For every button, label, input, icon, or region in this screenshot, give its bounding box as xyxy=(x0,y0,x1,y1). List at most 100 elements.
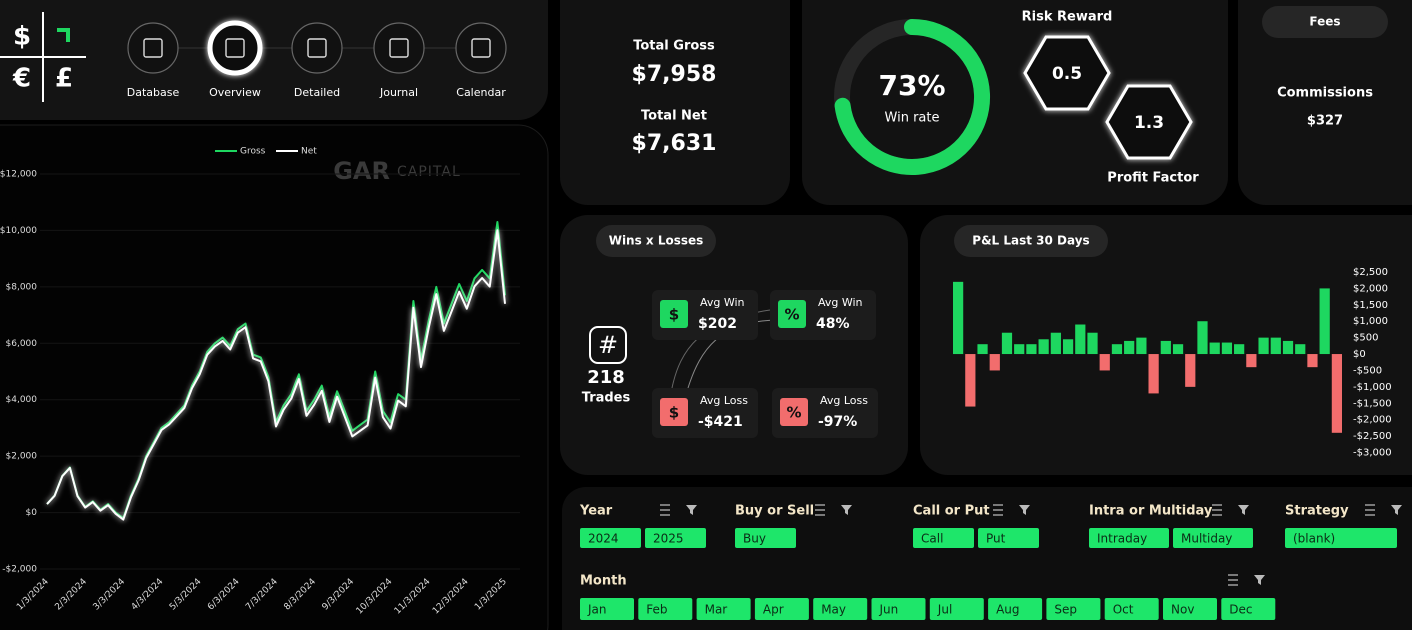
filter-icon xyxy=(1238,505,1249,515)
slicer-item[interactable] xyxy=(580,598,634,620)
y-tick-label: -$2,000 xyxy=(2,565,37,575)
slicer-item[interactable] xyxy=(645,528,706,548)
pnl-title: P&L Last 30 Days xyxy=(972,234,1089,248)
slicer-item[interactable] xyxy=(1089,528,1169,548)
y-tick-label: -$2,500 xyxy=(1353,431,1392,442)
slicer-item[interactable] xyxy=(754,598,809,620)
slicer-item[interactable] xyxy=(913,528,974,548)
bar xyxy=(965,354,976,407)
trades-label: Trades xyxy=(582,391,631,406)
slicer-item-label: Aug xyxy=(996,603,1019,617)
stat-icon-box xyxy=(660,398,688,426)
slicer-item[interactable] xyxy=(638,598,693,620)
slicer-item[interactable] xyxy=(1104,598,1159,620)
stat-icon-box xyxy=(780,398,808,426)
nav-icon xyxy=(143,38,163,58)
bar xyxy=(1209,342,1220,355)
slicer-item[interactable] xyxy=(978,528,1039,548)
bar xyxy=(953,281,964,355)
logo-symbol: £ xyxy=(55,64,73,94)
slicer-item-label: May xyxy=(821,603,846,617)
stat-icon: $ xyxy=(669,306,679,324)
watermark: CAPITAL xyxy=(397,164,461,180)
donut-value: 73% xyxy=(878,69,945,102)
commissions-label: Commissions xyxy=(1277,86,1373,101)
logo-symbol: € xyxy=(12,64,31,94)
slicer-item[interactable] xyxy=(1163,598,1217,620)
y-tick-label: $12,000 xyxy=(0,170,37,180)
nav-label: Database xyxy=(127,86,180,99)
slicer-title: Intra or Multiday xyxy=(1089,504,1213,519)
bar xyxy=(1307,354,1318,368)
filter-icon xyxy=(815,504,825,516)
bar xyxy=(1160,340,1171,355)
total-net-label: Total Net xyxy=(641,109,707,124)
trades-icon-box xyxy=(589,326,627,364)
y-tick-label: $0 xyxy=(1353,349,1366,360)
stat-value: -97% xyxy=(818,414,857,430)
bar xyxy=(1234,344,1245,355)
bar xyxy=(1295,344,1306,355)
y-tick-label: $2,000 xyxy=(6,452,38,462)
filter-icon xyxy=(841,505,852,515)
pill xyxy=(1262,6,1388,38)
stat-icon: $ xyxy=(669,404,679,422)
filter-icon xyxy=(686,505,697,515)
bar xyxy=(1014,344,1025,355)
bar xyxy=(1075,324,1086,355)
slicer-item[interactable] xyxy=(696,598,751,620)
slicer-item[interactable] xyxy=(1173,528,1253,548)
slicer-item[interactable] xyxy=(1285,528,1397,548)
slicer-item-label: Multiday xyxy=(1181,532,1232,546)
bar xyxy=(1111,344,1123,355)
filter-icon xyxy=(993,504,1003,516)
bar xyxy=(989,354,1000,371)
stat-value: $202 xyxy=(698,316,737,332)
slicer-item-label: 2025 xyxy=(653,532,684,546)
y-tick-label: $8,000 xyxy=(6,282,38,292)
nav-icon xyxy=(389,38,409,58)
slicer-item[interactable] xyxy=(1046,598,1101,620)
legend-label: Gross xyxy=(240,147,266,157)
pill xyxy=(954,225,1108,257)
bar xyxy=(1331,354,1342,433)
nav-button[interactable] xyxy=(455,22,507,74)
total-gross-label: Total Gross xyxy=(633,39,715,54)
trades-icon: # xyxy=(598,331,618,359)
slicer-item-label: Mar xyxy=(705,603,728,617)
nav-label: Overview xyxy=(209,86,261,99)
filter-icon xyxy=(1391,505,1402,515)
slicer-item[interactable] xyxy=(871,598,926,620)
slicer-item-label: Feb xyxy=(646,603,667,617)
filter-icon xyxy=(1212,504,1222,516)
slicer-item[interactable] xyxy=(580,528,641,548)
nav-button[interactable] xyxy=(373,22,425,74)
y-tick-label: $2,000 xyxy=(1353,283,1388,294)
slicer-item[interactable] xyxy=(929,598,984,620)
slicer-item[interactable] xyxy=(1221,598,1276,620)
y-tick-label: $0 xyxy=(26,508,38,518)
slicer-item[interactable] xyxy=(813,598,868,620)
slicer-item-label: Put xyxy=(986,532,1006,546)
profit-factor-label: Profit Factor xyxy=(1107,171,1199,186)
donut-label: Win rate xyxy=(885,111,940,126)
bar xyxy=(1319,288,1330,355)
slicer-item[interactable] xyxy=(735,528,796,548)
line-series xyxy=(46,229,506,521)
nav-button[interactable] xyxy=(127,22,179,74)
nav-label: Journal xyxy=(379,86,418,99)
nav-icon xyxy=(471,38,491,58)
bar xyxy=(1001,332,1013,355)
bar xyxy=(1270,337,1281,355)
total-gross-value: $7,958 xyxy=(632,62,717,87)
filter-icon xyxy=(660,504,670,516)
nav-button[interactable] xyxy=(291,22,343,74)
bar xyxy=(1050,332,1061,355)
bar xyxy=(1172,344,1184,355)
nav-button[interactable] xyxy=(207,20,263,76)
risk-reward-value: 0.5 xyxy=(1052,64,1082,84)
hexagon xyxy=(1105,84,1193,160)
bar xyxy=(1148,354,1159,394)
y-tick-label: -$2,000 xyxy=(1353,415,1392,426)
slicer-item[interactable] xyxy=(988,598,1043,620)
